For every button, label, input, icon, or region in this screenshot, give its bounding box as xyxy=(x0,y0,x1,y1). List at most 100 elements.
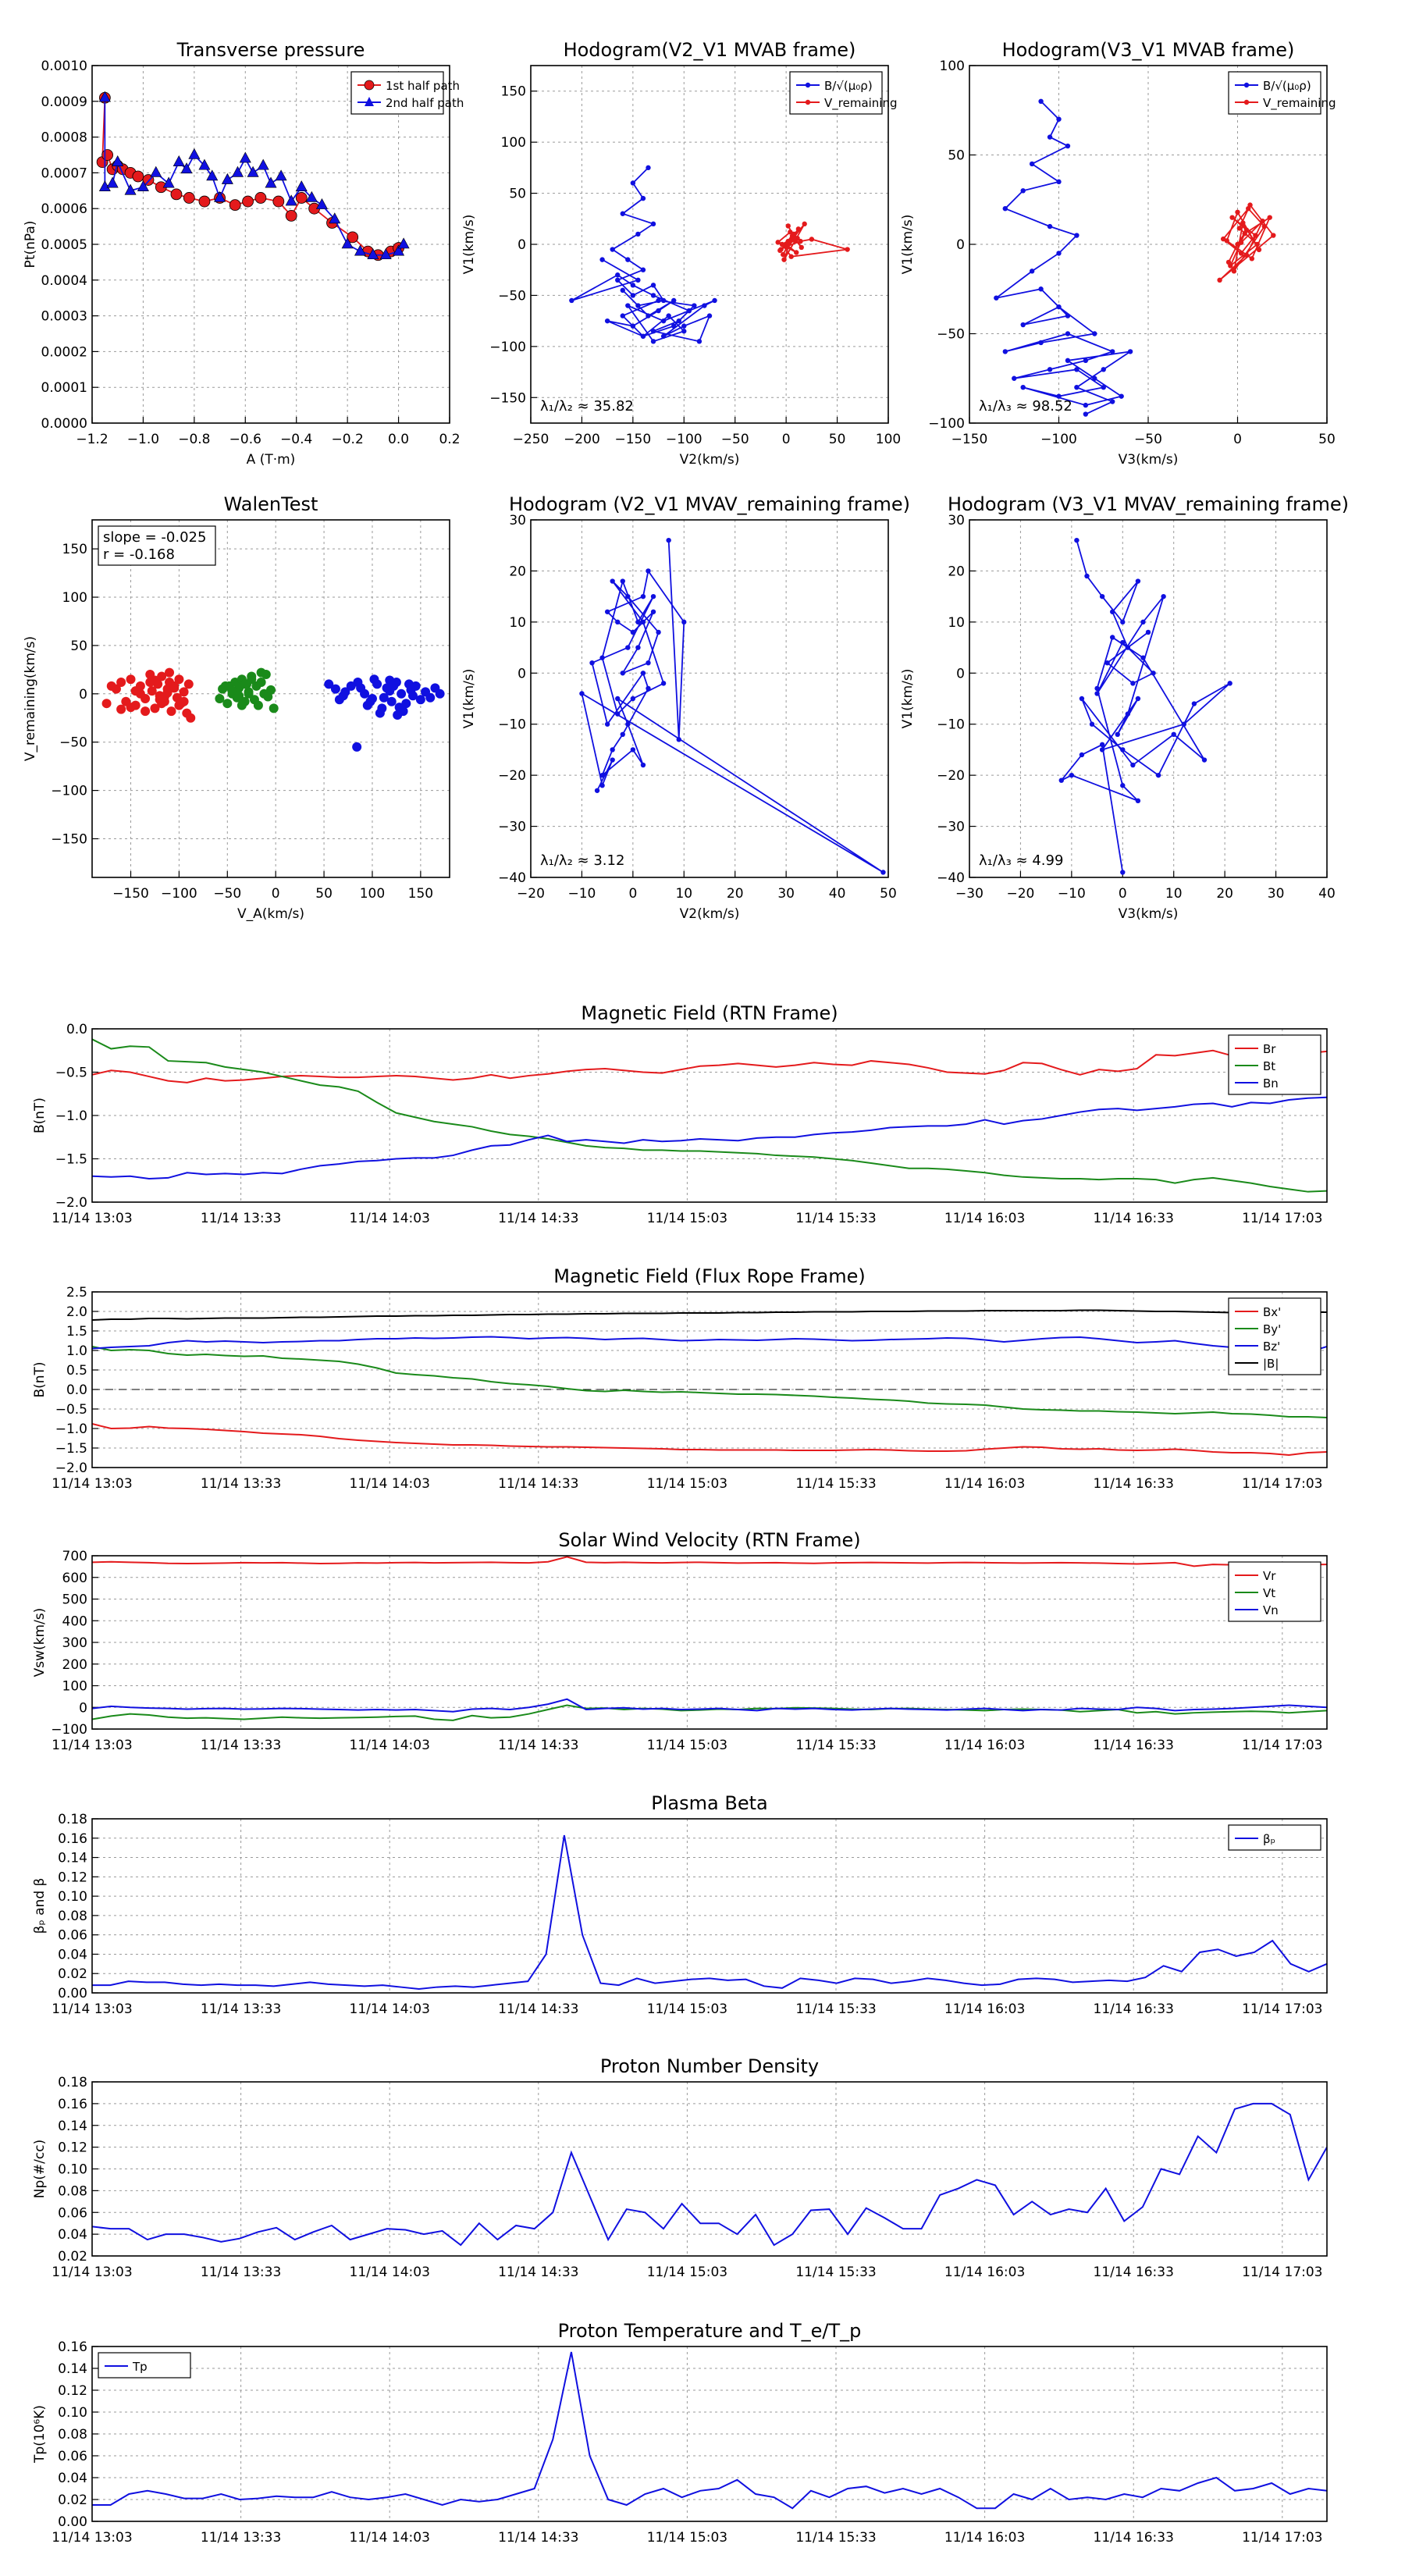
x-tick-label: 11/14 16:33 xyxy=(1094,1476,1174,1492)
data-point xyxy=(1065,313,1071,318)
data-point xyxy=(198,195,211,208)
legend-label: Bn xyxy=(1263,1076,1279,1091)
data-point xyxy=(1104,660,1110,666)
series-Br xyxy=(92,1045,1327,1083)
data-point xyxy=(150,675,160,685)
data-point xyxy=(1047,367,1053,372)
data-point xyxy=(179,696,189,706)
data-point xyxy=(1069,772,1075,778)
series-Vr xyxy=(92,1556,1327,1567)
data-point xyxy=(615,619,621,625)
data-point xyxy=(656,308,661,314)
data-point xyxy=(285,194,297,206)
legend-marker xyxy=(1243,82,1250,88)
x-axis-label: V2(km/s) xyxy=(680,452,740,468)
data-point xyxy=(98,91,111,102)
series-line xyxy=(92,2102,1327,2247)
data-point xyxy=(1079,752,1085,758)
data-point xyxy=(646,685,651,692)
data-point xyxy=(802,221,807,227)
legend: βₚ xyxy=(1228,1824,1321,1851)
y-tick-label: 0.08 xyxy=(58,2427,87,2443)
data-point xyxy=(1110,635,1115,640)
y-tick-label: −150 xyxy=(489,390,526,406)
data-point xyxy=(1110,609,1115,614)
x-tick-label: −150 xyxy=(951,432,988,447)
data-point xyxy=(1074,367,1080,372)
y-tick-label: 0 xyxy=(956,237,965,253)
data-point xyxy=(265,176,277,188)
data-point xyxy=(635,303,641,308)
grid xyxy=(91,1818,1327,1994)
y-tick-label: 0.0006 xyxy=(41,201,87,217)
data-point xyxy=(650,609,656,614)
chart-title: Hodogram(V3_V1 MVAB frame) xyxy=(1002,39,1295,61)
data-point xyxy=(1020,385,1026,390)
data-point xyxy=(799,244,804,251)
data-point xyxy=(1224,238,1229,244)
x-tick-label: 11/14 15:03 xyxy=(647,1476,727,1492)
data-point xyxy=(186,713,196,723)
y-tick-label: 0.12 xyxy=(58,2383,87,2399)
x-tick-label: −150 xyxy=(112,886,149,902)
data-point xyxy=(1254,241,1260,247)
y-tick-label: 0.00 xyxy=(58,2514,87,2530)
series-line xyxy=(92,1096,1327,1180)
y-tick-label: 0.10 xyxy=(58,2405,87,2421)
y-tick-label: −100 xyxy=(928,416,965,432)
data-point xyxy=(1247,202,1253,208)
data-point xyxy=(1094,685,1100,692)
x-tick-label: −100 xyxy=(161,886,197,902)
data-point xyxy=(324,679,334,689)
y-tick-label: 100 xyxy=(62,590,87,606)
data-point xyxy=(234,691,244,701)
x-tick-label: 11/14 14:33 xyxy=(498,1738,578,1753)
data-point xyxy=(615,711,621,717)
data-point xyxy=(329,212,341,224)
x-tick-label: 11/14 16:03 xyxy=(944,2530,1025,2546)
data-point xyxy=(404,679,414,689)
x-tick-label: 10 xyxy=(675,886,692,902)
data-point xyxy=(231,165,244,177)
data-point xyxy=(635,645,641,650)
data-point xyxy=(599,655,605,660)
data-point xyxy=(220,681,230,691)
legend-label: 1st half path xyxy=(386,79,460,93)
y-tick-label: −20 xyxy=(937,768,965,784)
data-point xyxy=(101,149,114,161)
data-point xyxy=(1181,721,1187,727)
x-tick-label: 11/14 13:03 xyxy=(52,1476,132,1492)
y-tick-label: 0.10 xyxy=(58,1889,87,1905)
y-tick-label: 0.0000 xyxy=(41,416,87,432)
series-Bx' xyxy=(92,1423,1327,1457)
data-point xyxy=(126,674,136,685)
y-tick-label: 0.0010 xyxy=(41,59,87,74)
y-tick-label: 600 xyxy=(62,1571,87,1586)
chart-solar_wind_velocity: Solar Wind Velocity (RTN Frame) −100 0 100 2… xyxy=(32,1529,1328,1753)
chart-title: Magnetic Field (RTN Frame) xyxy=(581,1002,838,1024)
data-point xyxy=(706,313,713,318)
y-tick-label: −50 xyxy=(937,327,965,343)
y-tick-label: 0.14 xyxy=(58,2361,87,2377)
series-V_remaining xyxy=(1217,202,1276,283)
data-point xyxy=(253,700,263,710)
grid xyxy=(91,2081,1327,2257)
y-axis-label: B(nT) xyxy=(32,1361,48,1397)
data-point xyxy=(365,696,375,706)
chart-title: Transverse pressure xyxy=(176,39,365,61)
plot-area xyxy=(92,1309,1327,1457)
y-tick-label: 1.0 xyxy=(66,1343,87,1359)
y-tick-label: 400 xyxy=(62,1614,87,1629)
data-point xyxy=(1020,322,1026,328)
data-point xyxy=(180,162,193,174)
data-point xyxy=(1151,671,1156,676)
series-line xyxy=(92,1309,1327,1321)
data-point xyxy=(1089,721,1095,727)
x-tick-label: −30 xyxy=(955,886,984,902)
x-tick-label: 11/14 17:03 xyxy=(1242,2001,1322,2017)
y-tick-label: 0.12 xyxy=(58,2140,87,2156)
y-tick-label: −40 xyxy=(498,870,526,886)
y-tick-label: 30 xyxy=(948,513,965,528)
y-tick-label: 0.0004 xyxy=(41,273,87,289)
data-point xyxy=(352,742,362,752)
